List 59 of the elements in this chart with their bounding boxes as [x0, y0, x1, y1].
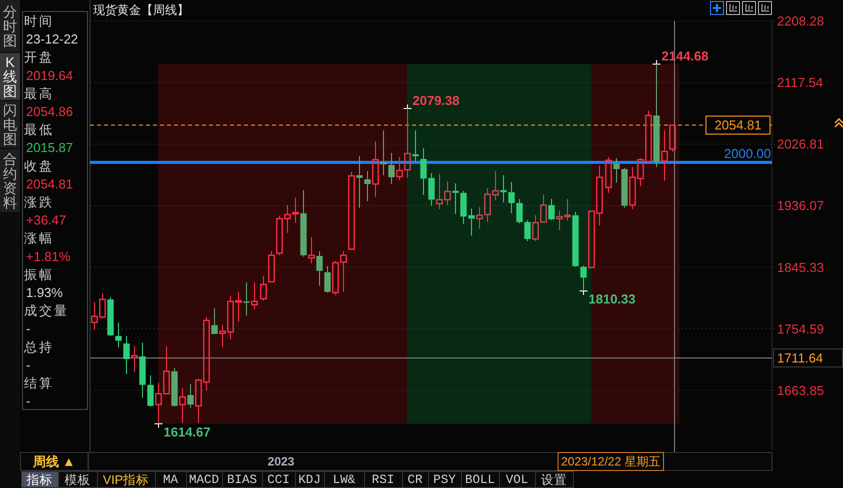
text: 1.93% — [26, 285, 64, 300]
text: - — [26, 321, 30, 336]
text: 收盘 — [24, 158, 54, 174]
y-tick-label: 1936.07 — [777, 198, 824, 214]
annotation: 1810.33 — [588, 292, 636, 307]
text: LW& — [332, 473, 356, 487]
text: RSI — [372, 473, 394, 487]
y-tick-label: 2117.54 — [777, 75, 824, 90]
text: 2023 — [268, 454, 295, 468]
ref-line-label: 2000.00 — [724, 146, 771, 161]
text: MACD — [188, 473, 220, 487]
text: 23-12-22 — [26, 32, 78, 47]
annotation: 1614.67 — [164, 424, 210, 440]
y-tick-label: 2026.81 — [777, 136, 824, 152]
text: 2054.86 — [26, 104, 73, 119]
text: 开盘 — [24, 50, 54, 65]
text: 涨跌 — [24, 194, 54, 210]
text: - — [26, 357, 30, 372]
text: 周线 ▲ — [32, 454, 76, 469]
text: 设置 — [541, 473, 567, 487]
text: BOLL — [464, 473, 496, 487]
text: +36.47 — [26, 212, 66, 228]
text: +1.81% — [26, 248, 71, 264]
text: 闪电图 — [3, 102, 17, 147]
text: 分时图 — [3, 4, 17, 48]
text: 模板 — [64, 473, 90, 487]
annotation: 2079.38 — [412, 92, 460, 108]
ref-line-label: 2054.81 — [714, 118, 762, 133]
y-tick-label: 1845.33 — [777, 260, 824, 275]
text: 总持 — [23, 339, 54, 354]
y-tick-label: 1663.85 — [777, 382, 824, 398]
text: 时间 — [24, 14, 54, 28]
text: CCI — [267, 473, 290, 487]
text: 2023/12/22 星期五 — [561, 454, 660, 468]
text: 成交量 — [24, 303, 69, 318]
text: KDJ — [298, 473, 321, 487]
text: MA — [162, 473, 178, 487]
annotation: 2144.68 — [662, 48, 708, 64]
text: VIP指标 — [102, 473, 150, 487]
text: 合约资料 — [3, 150, 17, 210]
text: 指标 — [26, 473, 52, 487]
text: VOL — [506, 473, 528, 487]
text: 振幅 — [24, 266, 54, 282]
text: CR — [407, 473, 423, 487]
text: 2054.81 — [26, 176, 73, 192]
text: 最低 — [24, 122, 54, 138]
text: 最高 — [24, 86, 54, 101]
ref-line-label: 1711.64 — [777, 350, 824, 366]
y-tick-label: 1754.59 — [777, 321, 824, 336]
y-tick-label: 2208.28 — [777, 14, 824, 28]
chart-title: 现货黄金【周线】 — [93, 3, 189, 17]
text: - — [26, 394, 30, 409]
text: BIAS — [226, 473, 258, 487]
text: 涨幅 — [24, 230, 54, 246]
text: 2019.64 — [26, 68, 73, 83]
text: K线图 — [3, 54, 17, 99]
text: PSY — [433, 473, 456, 487]
text: 2015.87 — [26, 140, 73, 156]
text: 结算 — [24, 376, 54, 390]
